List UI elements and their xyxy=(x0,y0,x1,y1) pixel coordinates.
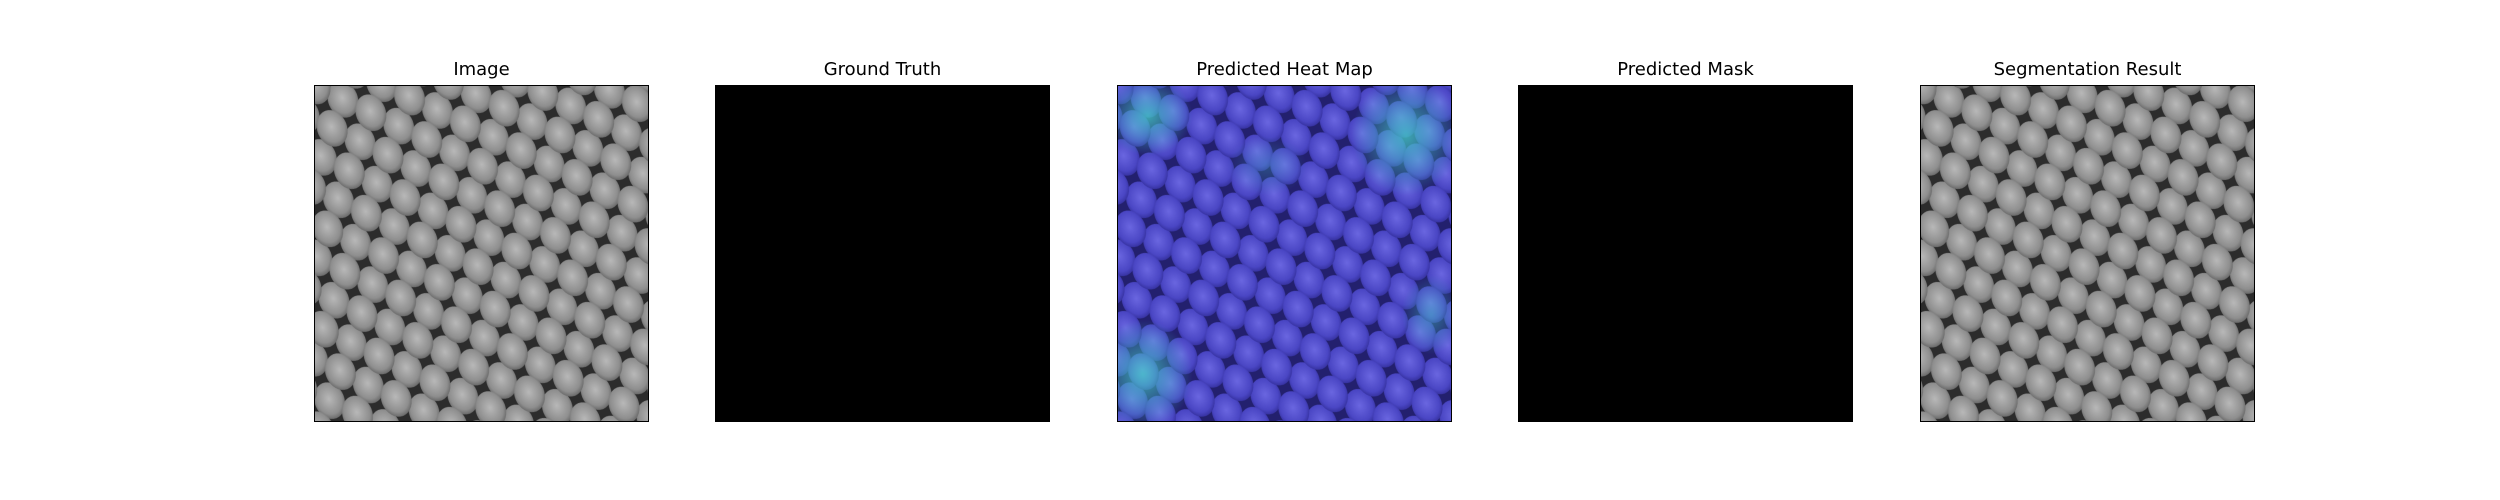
heat-spot-top-left xyxy=(1118,86,1193,156)
texture-image xyxy=(315,86,648,421)
panel-title-ground-truth: Ground Truth xyxy=(823,59,942,80)
segmentation-texture xyxy=(1921,86,2254,421)
heatmap-image xyxy=(1117,85,1452,422)
heat-spot-right xyxy=(1401,274,1451,355)
panel-image: Image xyxy=(314,0,649,500)
image-panel xyxy=(314,85,649,422)
panel-title-segmentation: Segmentation Result xyxy=(1993,59,2182,80)
heat-spot-top-right xyxy=(1351,86,1451,196)
panel-heatmap: Predicted Heat Map xyxy=(1117,0,1452,500)
panel-mask: Predicted Mask xyxy=(1518,0,1853,500)
heatmap-overlay xyxy=(1118,86,1451,421)
panel-ground-truth: Ground Truth xyxy=(715,0,1050,500)
panel-segmentation: Segmentation Result xyxy=(1920,0,2255,500)
panel-title-heatmap: Predicted Heat Map xyxy=(1196,59,1373,80)
segmentation-image xyxy=(1920,85,2255,422)
panel-title-image: Image xyxy=(453,59,510,80)
heat-spot-top xyxy=(1227,135,1307,196)
panel-title-mask: Predicted Mask xyxy=(1617,59,1754,80)
heat-spot-bottom-left xyxy=(1118,319,1193,421)
ground-truth-mask xyxy=(715,85,1050,422)
predicted-mask xyxy=(1518,85,1853,422)
